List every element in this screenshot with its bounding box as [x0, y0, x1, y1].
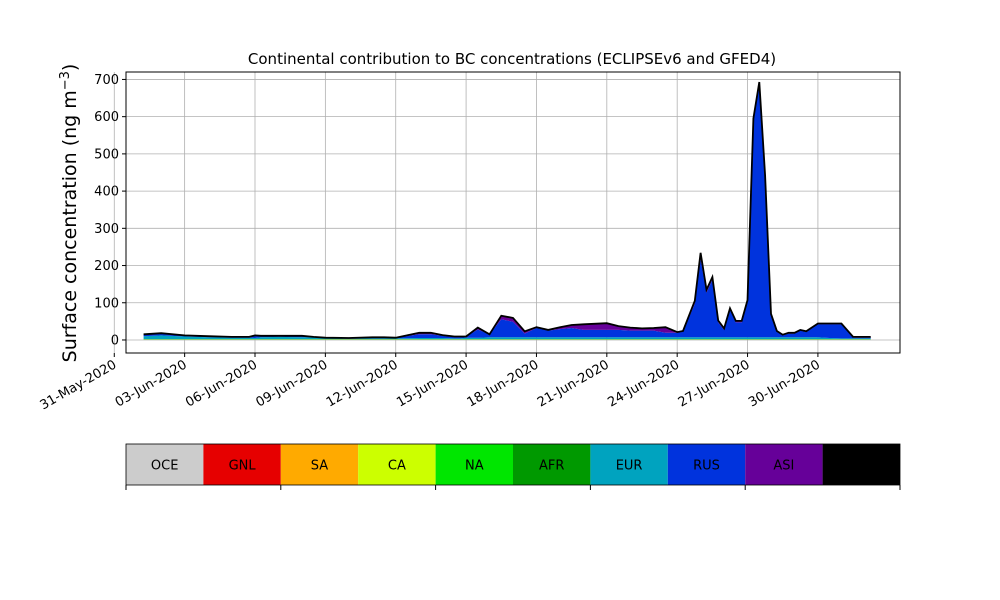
x-axis: 31-May-202003-Jun-202006-Jun-202009-Jun-…	[38, 353, 823, 413]
y-tick-label: 200	[94, 259, 119, 274]
x-tick-label: 21-Jun-2020	[535, 357, 612, 410]
chart-title: Continental contribution to BC concentra…	[248, 50, 776, 68]
y-axis: 0 100 200 300 400 500 600 700	[94, 73, 126, 348]
y-tick-label: 600	[94, 110, 119, 125]
y-tick-label: 500	[94, 147, 119, 162]
legend-swatch-afr	[513, 444, 591, 485]
y-tick-label: 100	[94, 296, 119, 311]
legend-label-gnl: GNL	[229, 459, 257, 474]
y-axis-label-exponent: −3	[58, 71, 73, 90]
y-axis-label-close: )	[59, 64, 81, 71]
x-tick-label: 09-Jun-2020	[254, 357, 331, 410]
legend-label-na: NA	[465, 459, 484, 474]
legend-swatch-gnl	[203, 444, 281, 485]
legend-label-rus: RUS	[693, 459, 720, 474]
grid	[113, 72, 900, 353]
legend-frame	[125, 443, 901, 486]
legend-label-sa: SA	[311, 459, 328, 474]
y-tick-label: 300	[94, 222, 119, 237]
legend-swatch-oce	[126, 444, 204, 485]
y-tick-label: 700	[94, 73, 119, 88]
x-tick-label: 31-May-2020	[38, 357, 120, 413]
y-tick-label: 0	[111, 333, 119, 348]
x-tick-label: 30-Jun-2020	[746, 357, 823, 410]
plot-frame	[125, 71, 901, 354]
x-tick-label: 27-Jun-2020	[676, 357, 753, 410]
legend-swatch-eur	[590, 444, 668, 485]
legend-swatch-ca	[358, 444, 436, 485]
legend-label-eur: EUR	[616, 459, 643, 474]
legend-swatch-aus	[822, 444, 900, 485]
legend-swatch-sa	[280, 444, 359, 485]
x-tick-label: 15-Jun-2020	[394, 357, 471, 410]
y-tick-label: 400	[94, 185, 119, 200]
legend-swatch-na	[435, 444, 513, 485]
legend-label-oce: OCE	[151, 459, 179, 474]
legend-label-asi: ASI	[773, 459, 794, 474]
legend-label-afr: AFR	[539, 459, 564, 474]
y-axis-label: Surface concentration (ng m−3)	[58, 64, 81, 363]
legend-swatch-rus	[667, 444, 746, 485]
x-tick-label: 03-Jun-2020	[113, 357, 190, 410]
x-tick-label: 12-Jun-2020	[324, 357, 401, 410]
total-outline	[143, 81, 871, 339]
legend-swatch-asi	[745, 444, 823, 485]
x-tick-label: 18-Jun-2020	[465, 357, 542, 410]
x-tick-label: 24-Jun-2020	[605, 357, 682, 410]
legend-label-ca: CA	[388, 459, 406, 474]
x-tick-label: 06-Jun-2020	[183, 357, 260, 410]
y-axis-label-main: Surface concentration (ng m	[59, 90, 81, 362]
legend-colorbar: OCE GNL SA CA NA AFR EUR RUS ASI AUS	[125, 443, 901, 490]
legend-label-aus: AUS	[848, 459, 875, 474]
total-line	[143, 81, 871, 339]
